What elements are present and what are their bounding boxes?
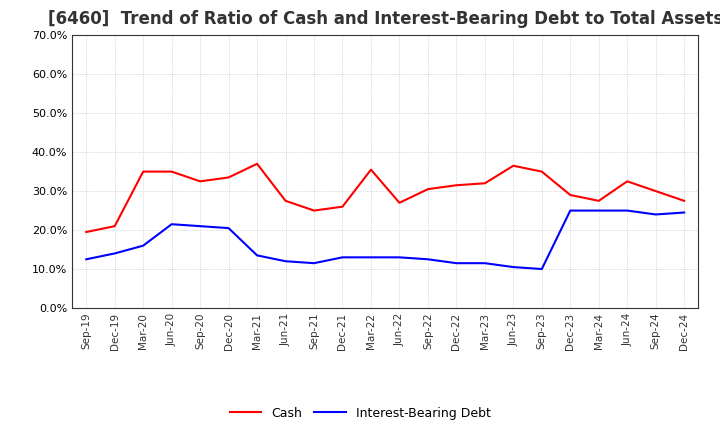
Cash	[680, 198, 688, 203]
Interest-Bearing Debt	[566, 208, 575, 213]
Legend: Cash, Interest-Bearing Debt: Cash, Interest-Bearing Debt	[225, 402, 495, 425]
Cash	[423, 187, 432, 192]
Interest-Bearing Debt	[395, 255, 404, 260]
Interest-Bearing Debt	[310, 260, 318, 266]
Interest-Bearing Debt	[537, 266, 546, 271]
Cash	[110, 224, 119, 229]
Interest-Bearing Debt	[338, 255, 347, 260]
Interest-Bearing Debt	[509, 264, 518, 270]
Cash	[139, 169, 148, 174]
Line: Cash: Cash	[86, 164, 684, 232]
Cash	[595, 198, 603, 203]
Interest-Bearing Debt	[82, 257, 91, 262]
Interest-Bearing Debt	[196, 224, 204, 229]
Cash	[253, 161, 261, 166]
Interest-Bearing Debt	[139, 243, 148, 248]
Title: [6460]  Trend of Ratio of Cash and Interest-Bearing Debt to Total Assets: [6460] Trend of Ratio of Cash and Intere…	[48, 10, 720, 28]
Interest-Bearing Debt	[623, 208, 631, 213]
Cash	[395, 200, 404, 205]
Cash	[82, 229, 91, 235]
Interest-Bearing Debt	[452, 260, 461, 266]
Cash	[338, 204, 347, 209]
Line: Interest-Bearing Debt: Interest-Bearing Debt	[86, 211, 684, 269]
Interest-Bearing Debt	[423, 257, 432, 262]
Cash	[480, 181, 489, 186]
Interest-Bearing Debt	[110, 251, 119, 256]
Interest-Bearing Debt	[652, 212, 660, 217]
Cash	[623, 179, 631, 184]
Cash	[310, 208, 318, 213]
Cash	[167, 169, 176, 174]
Cash	[566, 192, 575, 198]
Cash	[282, 198, 290, 203]
Cash	[652, 188, 660, 194]
Interest-Bearing Debt	[225, 225, 233, 231]
Interest-Bearing Debt	[282, 259, 290, 264]
Cash	[196, 179, 204, 184]
Interest-Bearing Debt	[680, 210, 688, 215]
Interest-Bearing Debt	[480, 260, 489, 266]
Cash	[452, 183, 461, 188]
Cash	[537, 169, 546, 174]
Cash	[366, 167, 375, 172]
Interest-Bearing Debt	[366, 255, 375, 260]
Cash	[225, 175, 233, 180]
Interest-Bearing Debt	[595, 208, 603, 213]
Interest-Bearing Debt	[253, 253, 261, 258]
Cash	[509, 163, 518, 169]
Interest-Bearing Debt	[167, 222, 176, 227]
